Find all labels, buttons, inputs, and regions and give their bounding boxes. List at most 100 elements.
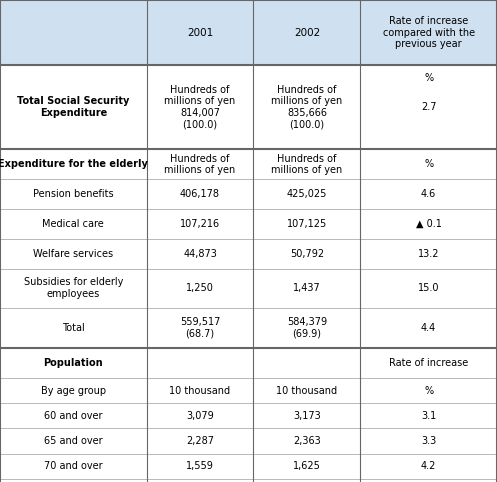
Bar	[253, 479, 360, 482]
Bar	[147, 308, 253, 348]
Text: 3,173: 3,173	[293, 411, 321, 421]
Text: Subsidies for elderly
employees: Subsidies for elderly employees	[24, 278, 123, 299]
Bar	[0, 454, 147, 479]
Bar	[147, 428, 253, 454]
Bar	[360, 428, 497, 454]
Text: By age group: By age group	[41, 386, 106, 396]
Bar	[253, 239, 360, 269]
Bar	[0, 0, 147, 65]
Text: 13.2: 13.2	[418, 249, 439, 259]
Text: Total: Total	[62, 323, 84, 333]
Bar	[0, 479, 147, 482]
Bar	[147, 378, 253, 403]
Text: 584,379
(69.9): 584,379 (69.9)	[287, 317, 327, 339]
Text: 3.1: 3.1	[421, 411, 436, 421]
Text: 559,517
(68.7): 559,517 (68.7)	[180, 317, 220, 339]
Bar	[360, 378, 497, 403]
Text: Hundreds of
millions of yen: Hundreds of millions of yen	[165, 154, 236, 175]
Bar	[360, 269, 497, 308]
Text: %: %	[424, 386, 433, 396]
Bar	[360, 403, 497, 428]
Bar	[147, 479, 253, 482]
Text: Total Social Security
Expenditure: Total Social Security Expenditure	[17, 96, 130, 118]
Text: 2002: 2002	[294, 27, 320, 38]
Text: Hundreds of
millions of yen
814,007
(100.0): Hundreds of millions of yen 814,007 (100…	[165, 85, 236, 130]
Bar	[253, 378, 360, 403]
Bar	[360, 0, 497, 65]
Bar	[360, 479, 497, 482]
Text: Hundreds of
millions of yen: Hundreds of millions of yen	[271, 154, 342, 175]
Text: 4.4: 4.4	[421, 323, 436, 333]
Bar	[253, 65, 360, 149]
Bar	[253, 348, 360, 378]
Bar	[360, 239, 497, 269]
Bar	[0, 428, 147, 454]
Bar	[147, 403, 253, 428]
Text: Rate of increase
compared with the
previous year: Rate of increase compared with the previ…	[383, 16, 475, 49]
Text: 1,625: 1,625	[293, 461, 321, 471]
Text: 3,079: 3,079	[186, 411, 214, 421]
Bar	[253, 209, 360, 239]
Bar	[0, 65, 147, 149]
Text: 15.0: 15.0	[418, 283, 439, 293]
Bar	[253, 403, 360, 428]
Bar	[360, 209, 497, 239]
Bar	[360, 149, 497, 179]
Bar	[253, 269, 360, 308]
Text: 107,125: 107,125	[287, 219, 327, 229]
Text: ▲ 0.1: ▲ 0.1	[415, 219, 442, 229]
Text: Welfare services: Welfare services	[33, 249, 113, 259]
Text: 65 and over: 65 and over	[44, 436, 102, 446]
Text: 10 thousand: 10 thousand	[276, 386, 337, 396]
Bar	[147, 348, 253, 378]
Text: 107,216: 107,216	[180, 219, 220, 229]
Text: %: %	[424, 73, 433, 83]
Text: 425,025: 425,025	[287, 189, 327, 199]
Text: 406,178: 406,178	[180, 189, 220, 199]
Text: Medical care: Medical care	[42, 219, 104, 229]
Bar	[147, 179, 253, 209]
Text: 1,250: 1,250	[186, 283, 214, 293]
Text: Expenditure for the elderly: Expenditure for the elderly	[0, 160, 148, 169]
Bar	[0, 348, 147, 378]
Bar	[0, 209, 147, 239]
Bar	[360, 179, 497, 209]
Bar	[0, 378, 147, 403]
Bar	[0, 179, 147, 209]
Bar	[360, 348, 497, 378]
Bar	[0, 308, 147, 348]
Text: 2001: 2001	[187, 27, 213, 38]
Bar	[253, 428, 360, 454]
Bar	[147, 65, 253, 149]
Bar	[360, 65, 497, 149]
Text: 4.6: 4.6	[421, 189, 436, 199]
Bar	[147, 269, 253, 308]
Text: 70 and over: 70 and over	[44, 461, 102, 471]
Bar	[0, 269, 147, 308]
Bar	[253, 454, 360, 479]
Bar	[253, 308, 360, 348]
Text: Hundreds of
millions of yen
835,666
(100.0): Hundreds of millions of yen 835,666 (100…	[271, 85, 342, 130]
Bar	[147, 239, 253, 269]
Text: 1,559: 1,559	[186, 461, 214, 471]
Bar	[253, 0, 360, 65]
Text: 2,287: 2,287	[186, 436, 214, 446]
Bar	[0, 149, 147, 179]
Text: Population: Population	[44, 359, 103, 368]
Bar	[147, 149, 253, 179]
Text: 10 thousand: 10 thousand	[169, 386, 231, 396]
Bar	[360, 308, 497, 348]
Bar	[147, 454, 253, 479]
Text: 60 and over: 60 and over	[44, 411, 102, 421]
Bar	[0, 403, 147, 428]
Bar	[360, 454, 497, 479]
Text: Rate of increase: Rate of increase	[389, 359, 468, 368]
Bar	[0, 239, 147, 269]
Bar	[147, 0, 253, 65]
Text: 1,437: 1,437	[293, 283, 321, 293]
Text: 44,873: 44,873	[183, 249, 217, 259]
Bar	[147, 209, 253, 239]
Text: Pension benefits: Pension benefits	[33, 189, 114, 199]
Text: 2.7: 2.7	[421, 102, 436, 112]
Bar	[253, 179, 360, 209]
